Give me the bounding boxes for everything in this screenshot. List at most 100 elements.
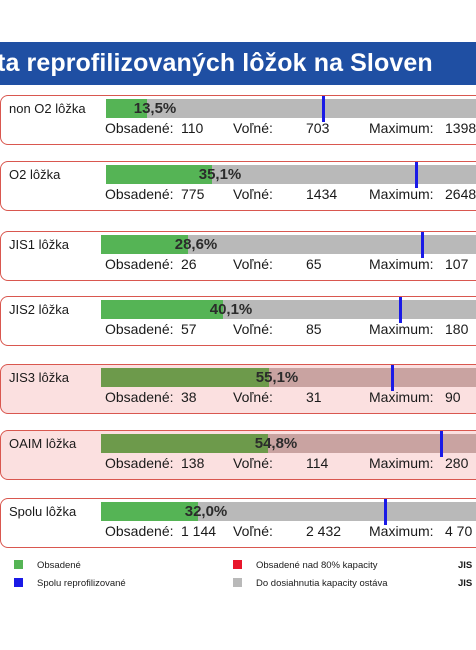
- bar-percentage-label: 28,6%: [174, 236, 218, 253]
- bar-remaining: 40,1%: [101, 297, 476, 323]
- stat-label-free: Voľné:: [233, 256, 273, 272]
- legend: Obsadené Spolu reprofilizované Obsadené …: [0, 556, 476, 596]
- stat-value-free: 31: [306, 389, 322, 405]
- row-label: OAIM lôžka: [9, 436, 77, 451]
- stat-value-max: 90: [445, 389, 461, 405]
- legend-item-over-capacity: Obsadené nad 80% kapacity: [233, 560, 377, 571]
- legend-swatch-red: [233, 560, 242, 569]
- bar-occupied: [101, 434, 268, 453]
- stat-label-occupied: Obsadené:: [105, 389, 174, 405]
- reprofiled-marker: [322, 96, 325, 122]
- bar-percentage-label: 35,1%: [198, 166, 242, 183]
- stat-value-occupied: 110: [181, 120, 204, 136]
- reprofiled-marker: [384, 499, 387, 525]
- reprofiled-marker: [399, 297, 402, 323]
- row-label: JIS2 lôžka: [9, 302, 69, 317]
- stat-label-occupied: Obsadené:: [105, 523, 174, 539]
- capacity-row: Spolu lôžka 32,0% Obsadené: 1 144 Voľné: 2 43…: [0, 498, 476, 548]
- row-stats: Obsadené: 110 Voľné: 703 Maximum: 1398: [1, 120, 476, 140]
- legend-item-reprofiled: Spolu reprofilizované: [14, 578, 126, 589]
- stat-label-max: Maximum:: [369, 186, 434, 202]
- capacity-row: JIS2 lôžka 40,1% Obsadené: 57 Voľné: 85 Maximu…: [0, 296, 476, 346]
- bar-percentage-label: 32,0%: [184, 503, 228, 520]
- legend-label: Do dosiahnutia kapacity ostáva: [256, 578, 388, 589]
- stat-label-occupied: Obsadené:: [105, 256, 174, 272]
- row-label: JIS3 lôžka: [9, 370, 69, 385]
- bar-occupied: [101, 235, 188, 254]
- bar-occupied: [101, 300, 223, 319]
- legend-label: Spolu reprofilizované: [37, 578, 126, 589]
- row-stats: Obsadené: 57 Voľné: 85 Maximum: 180: [1, 321, 476, 341]
- stat-value-max: 180: [445, 321, 469, 337]
- row-label: O2 lôžka: [9, 167, 61, 182]
- capacity-row: JIS3 lôžka 55,1% Obsadené: 38 Voľné: 31 Maximu…: [0, 364, 476, 414]
- stat-value-occupied: 1 144: [181, 523, 217, 539]
- stat-value-occupied: 775: [181, 186, 205, 202]
- bar-percentage-label: 13,5%: [133, 100, 177, 117]
- stat-label-free: Voľné:: [233, 455, 273, 471]
- bar-percentage-label: 40,1%: [209, 301, 253, 318]
- stat-value-free: 2 432: [306, 523, 342, 539]
- stat-label-max: Maximum:: [369, 523, 434, 539]
- capacity-row: non O2 lôžka 13,5% Obsadené: 110 Voľné: 703 Ma…: [0, 95, 476, 145]
- bar-remaining: 32,0%: [101, 499, 476, 525]
- reprofiled-marker: [415, 162, 418, 188]
- stat-label-occupied: Obsadené:: [105, 120, 174, 136]
- stat-value-max: 280: [445, 455, 469, 471]
- stat-value-occupied: 138: [181, 455, 205, 471]
- stat-value-occupied: 57: [181, 321, 197, 337]
- stat-value-max: 4 70: [445, 523, 473, 539]
- bar-occupied: [101, 368, 269, 387]
- chart-title-bar: cita reprofilizovaných lôžok na Sloven: [0, 42, 476, 85]
- stat-value-max: 2648: [445, 186, 476, 202]
- bar-remaining: 54,8%: [101, 431, 476, 457]
- row-label: non O2 lôžka: [9, 101, 86, 116]
- stat-label-occupied: Obsadené:: [105, 321, 174, 337]
- legend-extra: JIS: [458, 560, 473, 571]
- stat-value-free: 114: [306, 455, 329, 471]
- row-stats: Obsadené: 38 Voľné: 31 Maximum: 90: [1, 389, 476, 409]
- stat-label-max: Maximum:: [369, 455, 434, 471]
- row-stats: Obsadené: 1 144 Voľné: 2 432 Maximum: 4 70: [1, 523, 476, 543]
- stat-label-max: Maximum:: [369, 256, 434, 272]
- row-label: Spolu lôžka: [9, 504, 77, 519]
- row-label: JIS1 lôžka: [9, 237, 69, 252]
- bar-remaining: 35,1%: [106, 162, 476, 188]
- stat-value-free: 65: [306, 256, 322, 272]
- stat-label-free: Voľné:: [233, 523, 273, 539]
- legend-label: Obsadené nad 80% kapacity: [256, 560, 378, 571]
- stat-label-free: Voľné:: [233, 186, 273, 202]
- stat-label-occupied: Obsadené:: [105, 186, 174, 202]
- bar-remaining: 55,1%: [101, 365, 476, 391]
- legend-swatch-blue: [14, 578, 23, 587]
- stat-value-free: 85: [306, 321, 322, 337]
- stat-label-max: Maximum:: [369, 321, 434, 337]
- legend-label: Obsadené: [37, 560, 81, 571]
- stat-value-max: 107: [445, 256, 469, 272]
- bar-remaining: 13,5%: [106, 96, 476, 122]
- reprofiled-marker: [391, 365, 394, 391]
- row-stats: Obsadené: 775 Voľné: 1434 Maximum: 2648: [1, 186, 476, 206]
- row-stats: Obsadené: 138 Voľné: 114 Maximum: 280: [1, 455, 476, 475]
- legend-swatch-green: [14, 560, 23, 569]
- reprofiled-marker: [440, 431, 443, 457]
- chart-title: cita reprofilizovaných lôžok na Sloven: [0, 49, 433, 77]
- stat-value-occupied: 26: [181, 256, 197, 272]
- bar-occupied: [106, 99, 147, 118]
- legend-extra: JIS: [458, 578, 473, 589]
- stat-label-occupied: Obsadené:: [105, 455, 174, 471]
- legend-item-remaining: Do dosiahnutia kapacity ostáva: [233, 578, 388, 589]
- stat-label-free: Voľné:: [233, 389, 273, 405]
- capacity-row: JIS1 lôžka 28,6% Obsadené: 26 Voľné: 65 Maximu…: [0, 231, 476, 281]
- stat-value-free: 703: [306, 120, 330, 136]
- stat-value-free: 1434: [306, 186, 338, 202]
- stat-label-free: Voľné:: [233, 321, 273, 337]
- bar-remaining: 28,6%: [101, 232, 476, 258]
- stat-value-max: 1398: [445, 120, 476, 136]
- legend-item-occupied: Obsadené: [14, 560, 81, 571]
- capacity-row: O2 lôžka 35,1% Obsadené: 775 Voľné: 1434 Maxim…: [0, 161, 476, 211]
- bar-occupied: [106, 165, 212, 184]
- bar-occupied: [101, 502, 198, 521]
- stat-label-max: Maximum:: [369, 389, 434, 405]
- capacity-row: OAIM lôžka 54,8% Obsadené: 138 Voľné: 114 Maxi…: [0, 430, 476, 480]
